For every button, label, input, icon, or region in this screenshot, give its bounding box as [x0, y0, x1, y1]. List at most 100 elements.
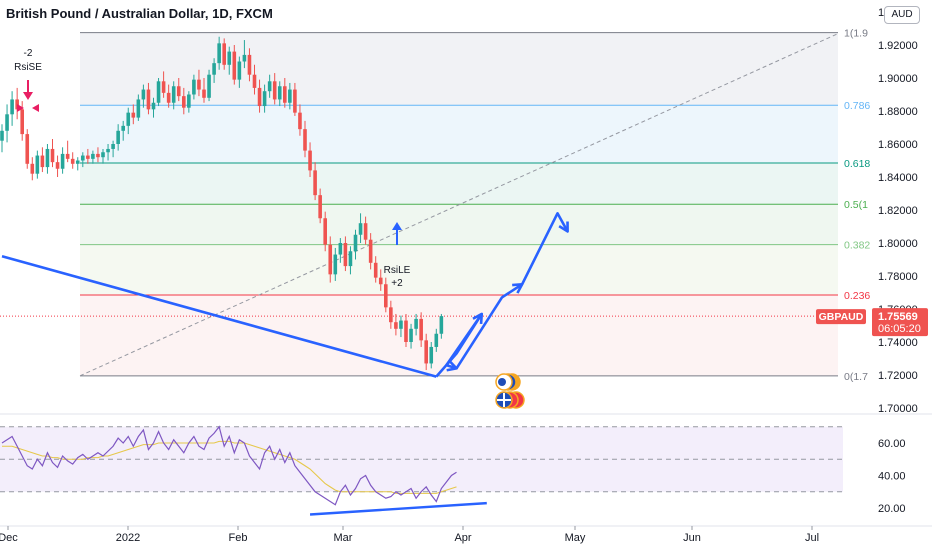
price-tick-label: 1.86000	[878, 139, 918, 151]
candle-body	[75, 160, 80, 164]
candle-body	[389, 307, 393, 323]
fib-zone	[80, 32, 838, 106]
candle-body	[328, 244, 333, 275]
candle-body	[267, 81, 272, 92]
candle-body	[126, 112, 131, 126]
candle-body	[0, 130, 4, 141]
candle-body	[212, 63, 216, 75]
candle-body	[45, 148, 50, 168]
candle-body	[257, 87, 262, 107]
time-tick-label: Mar	[334, 532, 353, 544]
candle-body	[252, 74, 257, 88]
fib-label-0.5: 0.5(1	[844, 199, 868, 211]
price-tick-label: 1.82000	[878, 205, 918, 217]
candle-body	[116, 130, 120, 144]
candle-body	[237, 61, 242, 80]
candle-body	[25, 134, 30, 164]
currency-badge[interactable]: AUD	[884, 6, 920, 24]
candle-body	[121, 125, 125, 131]
candle-body	[242, 54, 247, 62]
candle-body	[30, 163, 35, 174]
candle-body	[217, 43, 221, 64]
candle-body	[247, 54, 252, 75]
candle-body	[81, 155, 85, 161]
candle-body	[303, 129, 307, 151]
candle-body	[40, 155, 45, 168]
symbol-tag	[816, 309, 866, 325]
candle-body	[363, 223, 368, 240]
symbol-tag-label: GBPAUD	[819, 311, 864, 323]
candle-body	[227, 51, 232, 65]
time-tick-label: Dec	[0, 532, 18, 544]
candle-body	[293, 89, 297, 113]
candle-body	[222, 43, 226, 65]
price-tick-label: 1.84000	[878, 172, 918, 184]
candle-body	[86, 155, 90, 159]
candle-body	[439, 316, 444, 334]
price-tick-label: 1.74000	[878, 337, 918, 349]
candle-body	[272, 81, 277, 100]
price-tick-label: 1.92000	[878, 40, 918, 52]
candle-body	[35, 155, 40, 174]
candle-body	[409, 328, 413, 342]
arrowhead	[558, 221, 569, 233]
fib-zone	[80, 105, 838, 163]
price-tick-label: 1.72000	[878, 370, 918, 382]
candle-body	[358, 223, 363, 235]
fib-zone	[80, 162, 838, 205]
candle-body	[384, 284, 388, 308]
candles	[0, 36, 840, 371]
candle-body	[161, 81, 166, 93]
candle-body	[187, 94, 191, 108]
candle-body	[308, 150, 312, 171]
time-tick-label: 2022	[116, 532, 140, 544]
candle-body	[20, 109, 24, 135]
price-tick-label: 1.88000	[878, 106, 918, 118]
candle-body	[176, 86, 181, 97]
candle-body	[313, 170, 317, 196]
price-tag-countdown: 06:05:20	[878, 323, 921, 335]
signal-long-label: RsiLE	[384, 265, 411, 276]
candle-body	[419, 318, 423, 341]
price-tag-value: 1.75569	[878, 311, 918, 323]
candle-body	[424, 340, 428, 364]
candle-body	[434, 333, 439, 347]
falling-channel-line	[1, 254, 437, 378]
arrowhead	[512, 282, 524, 294]
time-axis: Dec 2022 Feb Mar Apr May Jun Jul	[0, 525, 932, 544]
fib-label-1: 1(1.9	[844, 28, 868, 40]
candle-body	[182, 96, 186, 108]
rsi-pane: 20.00 40.00 60.00	[0, 425, 906, 516]
candle-body	[283, 86, 287, 103]
arrowhead	[446, 360, 458, 372]
candle-body	[166, 92, 171, 103]
candle-body	[202, 89, 206, 98]
candle-body	[10, 99, 14, 115]
fib-zone	[80, 204, 838, 245]
time-tick-label: Jul	[805, 532, 819, 544]
signal-short-marker	[17, 104, 24, 112]
event-icons	[495, 373, 525, 409]
candle-body	[348, 251, 353, 267]
candle-body	[136, 99, 141, 118]
signal-short-count: -2	[24, 48, 33, 59]
projection-arrow	[520, 212, 569, 285]
candle-body	[96, 153, 100, 158]
candle-body	[101, 152, 105, 158]
candle-body	[111, 144, 115, 149]
candle-body	[378, 277, 383, 285]
projection-arrow	[445, 313, 483, 370]
signal-long-count: +2	[391, 278, 403, 289]
candle-body	[207, 74, 211, 98]
time-tick-label: Feb	[229, 532, 248, 544]
arrowhead	[472, 312, 484, 325]
rsi-line	[1, 425, 457, 506]
signal-short-marker	[32, 104, 39, 112]
candle-body	[333, 254, 338, 275]
fib-trendline	[79, 33, 839, 377]
candle-body	[5, 114, 9, 131]
price-tag-box	[872, 308, 928, 337]
rsi-tick-label: 20.00	[878, 503, 906, 515]
signal-long-arrowhead	[392, 222, 402, 230]
